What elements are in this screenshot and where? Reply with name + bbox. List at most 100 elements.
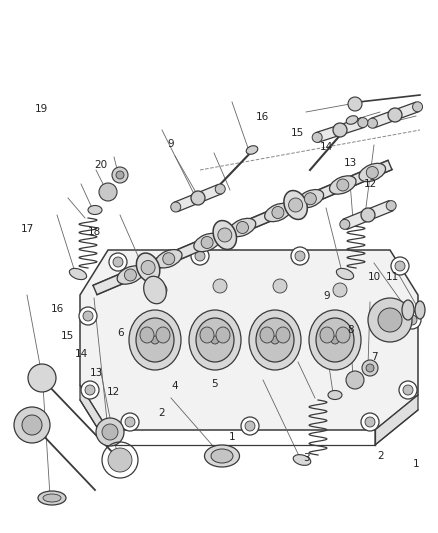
Ellipse shape <box>309 310 361 370</box>
Ellipse shape <box>194 233 220 252</box>
Text: 1: 1 <box>229 432 236 442</box>
Circle shape <box>102 424 118 440</box>
Polygon shape <box>80 250 418 430</box>
Ellipse shape <box>256 318 294 362</box>
Text: 15: 15 <box>291 128 304 138</box>
Ellipse shape <box>136 253 160 282</box>
Ellipse shape <box>117 266 144 284</box>
Circle shape <box>340 220 350 229</box>
Circle shape <box>395 261 405 271</box>
Ellipse shape <box>43 494 61 502</box>
Circle shape <box>237 222 248 233</box>
Circle shape <box>121 413 139 431</box>
Text: 16: 16 <box>50 304 64 314</box>
Polygon shape <box>93 160 392 295</box>
Ellipse shape <box>359 163 385 182</box>
Ellipse shape <box>155 249 182 268</box>
Circle shape <box>403 311 421 329</box>
Polygon shape <box>375 395 418 445</box>
Circle shape <box>407 315 417 325</box>
Circle shape <box>191 247 209 265</box>
Ellipse shape <box>415 301 425 319</box>
Ellipse shape <box>211 449 233 463</box>
Ellipse shape <box>88 206 102 214</box>
Circle shape <box>386 200 396 211</box>
Text: 4: 4 <box>172 382 179 391</box>
Text: 13: 13 <box>344 158 357 167</box>
Text: 14: 14 <box>320 142 333 151</box>
Text: 14: 14 <box>74 350 88 359</box>
Text: 11: 11 <box>385 272 399 282</box>
Circle shape <box>112 167 128 183</box>
Ellipse shape <box>229 219 256 237</box>
Ellipse shape <box>276 327 290 343</box>
Circle shape <box>201 237 213 248</box>
Text: 6: 6 <box>117 328 124 338</box>
Circle shape <box>83 311 93 321</box>
Circle shape <box>124 269 136 281</box>
Circle shape <box>346 371 364 389</box>
Circle shape <box>113 257 123 267</box>
Circle shape <box>312 132 322 142</box>
Text: 13: 13 <box>90 368 103 378</box>
Circle shape <box>213 279 227 293</box>
Ellipse shape <box>293 455 311 465</box>
Circle shape <box>116 171 124 179</box>
Ellipse shape <box>196 318 234 362</box>
Circle shape <box>289 198 303 212</box>
Text: 12: 12 <box>364 179 377 189</box>
Circle shape <box>295 251 305 261</box>
Ellipse shape <box>284 190 307 220</box>
Circle shape <box>337 179 349 191</box>
Circle shape <box>81 381 99 399</box>
Circle shape <box>191 191 205 205</box>
Ellipse shape <box>402 300 414 320</box>
Polygon shape <box>80 385 108 445</box>
Circle shape <box>99 183 117 201</box>
Text: 16: 16 <box>256 112 269 122</box>
Circle shape <box>141 261 155 274</box>
Circle shape <box>108 448 132 472</box>
Polygon shape <box>174 184 222 212</box>
Ellipse shape <box>136 318 174 362</box>
Circle shape <box>28 364 56 392</box>
Ellipse shape <box>140 327 154 343</box>
Circle shape <box>348 97 362 111</box>
Circle shape <box>331 336 339 344</box>
Circle shape <box>388 108 402 122</box>
Circle shape <box>109 253 127 271</box>
Circle shape <box>333 283 347 297</box>
Circle shape <box>85 385 95 395</box>
Ellipse shape <box>189 310 241 370</box>
Circle shape <box>362 360 378 376</box>
Circle shape <box>14 407 50 443</box>
Polygon shape <box>316 118 364 142</box>
Circle shape <box>413 102 423 112</box>
Ellipse shape <box>336 327 350 343</box>
Text: 1: 1 <box>413 459 420 469</box>
Text: 18: 18 <box>88 227 101 237</box>
Circle shape <box>273 279 287 293</box>
Circle shape <box>245 421 255 431</box>
Text: 12: 12 <box>107 387 120 397</box>
Text: 15: 15 <box>61 331 74 341</box>
Polygon shape <box>343 200 393 230</box>
Text: 5: 5 <box>211 379 218 389</box>
Ellipse shape <box>144 276 166 304</box>
Circle shape <box>163 253 175 265</box>
Circle shape <box>365 417 375 427</box>
Ellipse shape <box>336 269 353 280</box>
Circle shape <box>271 336 279 344</box>
Ellipse shape <box>38 491 66 505</box>
Circle shape <box>391 257 409 275</box>
Text: 17: 17 <box>21 224 34 234</box>
Circle shape <box>304 193 316 205</box>
Ellipse shape <box>260 327 274 343</box>
Circle shape <box>215 184 225 194</box>
Text: 20: 20 <box>94 160 107 170</box>
Circle shape <box>378 308 402 332</box>
Circle shape <box>366 364 374 372</box>
Ellipse shape <box>320 327 334 343</box>
Circle shape <box>403 385 413 395</box>
Text: 9: 9 <box>323 291 330 301</box>
